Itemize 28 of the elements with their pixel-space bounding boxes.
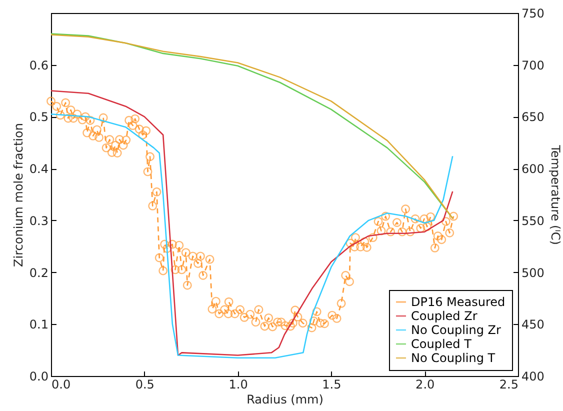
y2-tick-label: 600	[522, 162, 544, 176]
y-tick-label: 0.6	[29, 58, 48, 72]
y2-tick-label: 650	[522, 110, 544, 124]
y-tick-label: 0.5	[29, 110, 48, 124]
y2-axis-title: Temperature (ᴵC)	[548, 144, 562, 245]
y-tick-label: 0.2	[29, 266, 48, 280]
x-tick-label: 2.5	[499, 378, 518, 392]
y-tick-label: 0.4	[29, 162, 48, 176]
legend-label: Coupled T	[411, 337, 472, 351]
x-tick-label: 0.0	[52, 378, 71, 392]
y-axis-title: Zirconium mole fraction	[11, 123, 26, 267]
x-tick-label: 0.5	[135, 378, 154, 392]
y2-tick-label: 400	[522, 370, 544, 384]
x-tick-label: 2.0	[416, 378, 435, 392]
legend-label: Coupled Zr	[411, 309, 478, 323]
y2-tick-label: 700	[522, 58, 544, 72]
legend-label: DP16 Measured	[411, 295, 506, 309]
x-tick-label: 1.0	[228, 378, 248, 392]
y-tick-label: 0.1	[29, 318, 48, 332]
y-tick-label: 0.3	[29, 214, 48, 228]
y2-tick-label: 450	[522, 318, 544, 332]
y2-tick-label: 500	[522, 266, 544, 280]
x-axis-title: Radius (mm)	[246, 392, 324, 406]
legend-label: No Coupling T	[411, 351, 496, 365]
legend-label: No Coupling Zr	[411, 323, 501, 337]
y2-tick-label: 550	[522, 214, 544, 228]
x-tick-label: 1.5	[322, 378, 342, 392]
y2-tick-label: 750	[522, 6, 544, 20]
